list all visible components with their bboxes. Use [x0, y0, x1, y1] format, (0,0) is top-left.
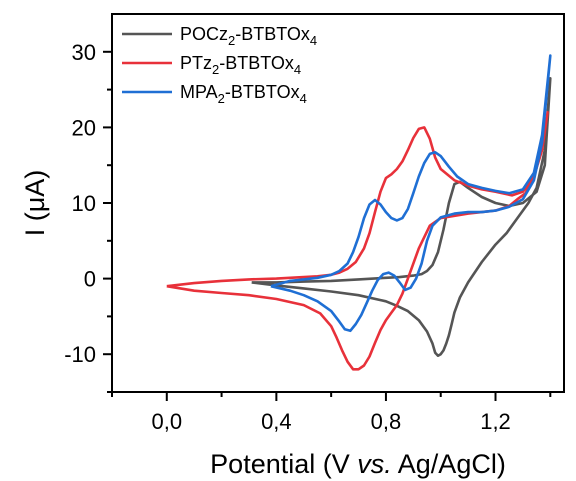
legend-label-2: MPA2-BTBTOx4 [180, 82, 307, 106]
y-tick-label: 0 [84, 267, 96, 292]
series-layer [166, 54, 552, 371]
x-tick-label: 1,2 [480, 409, 511, 434]
y-tick-label: 10 [72, 191, 96, 216]
y-tick-label: 30 [72, 40, 96, 65]
y-tick-label: 20 [72, 115, 96, 140]
ticks-layer: 0,0 0,4 0,8 1,2 -10 0 10 20 30 [64, 40, 552, 434]
series-line-0 [251, 77, 552, 357]
y-tick-label: -10 [64, 342, 96, 367]
x-tick-label: 0,0 [151, 409, 182, 434]
x-axis-title: Potential (V vs. Ag/AgCl) [210, 449, 506, 479]
series-line-2 [270, 54, 552, 333]
x-tick-label: 0,4 [261, 409, 292, 434]
series-line-1 [166, 111, 549, 371]
legend: POCz2-BTBTOx4 PTz2-BTBTOx4 MPA2-BTBTOx4 [122, 24, 317, 106]
x-tick-label: 0,8 [371, 409, 402, 434]
legend-label-1: PTz2-BTBTOx4 [180, 53, 301, 77]
legend-label-0: POCz2-BTBTOx4 [180, 24, 317, 48]
y-axis-title: I (μA) [20, 170, 50, 237]
